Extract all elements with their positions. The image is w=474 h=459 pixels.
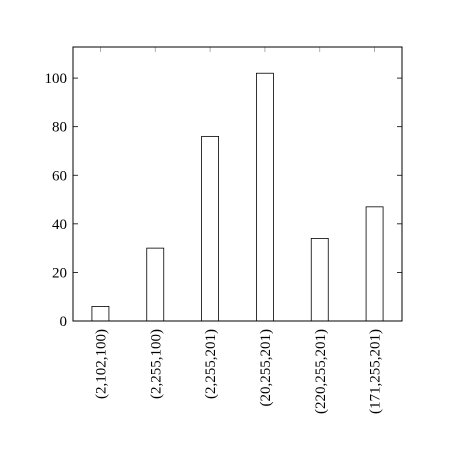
x-tick-label: (2,255,100) bbox=[148, 329, 164, 399]
bar bbox=[365, 206, 384, 322]
x-tick-label: (2,255,201) bbox=[203, 329, 219, 399]
x-tick-label: (171,255,201) bbox=[368, 329, 384, 414]
bar bbox=[91, 306, 110, 322]
bar bbox=[256, 72, 274, 322]
x-tick-label: (220,255,201) bbox=[313, 329, 329, 414]
bar bbox=[201, 135, 219, 322]
y-tick-label: 40 bbox=[52, 217, 67, 233]
bar bbox=[310, 238, 329, 322]
y-tick-label: 60 bbox=[52, 168, 67, 184]
y-tick-label: 100 bbox=[45, 71, 68, 87]
bar bbox=[146, 247, 165, 322]
x-tick-label: (20,255,201) bbox=[258, 329, 274, 407]
y-tick-label: 20 bbox=[52, 265, 67, 281]
y-tick-label: 0 bbox=[60, 314, 68, 330]
axis-frame bbox=[72, 46, 403, 322]
x-tick-label: (2,102,100) bbox=[93, 329, 109, 399]
y-tick-label: 80 bbox=[52, 120, 67, 136]
